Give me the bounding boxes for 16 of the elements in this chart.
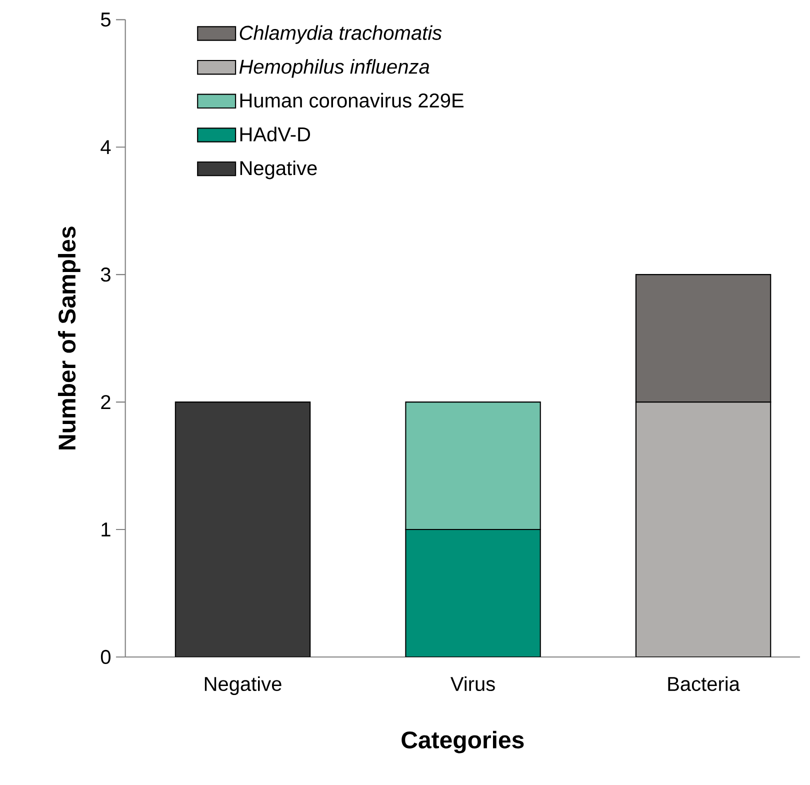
y-tick-label: 4	[100, 140, 111, 154]
legend-label: Hemophilus influenza	[239, 59, 430, 78]
x-tick-label: Virus	[450, 676, 495, 692]
x-axis-title: Categories	[402, 730, 524, 754]
y-tick-label: 5	[100, 12, 110, 27]
legend-label: Human coronavirus 229E	[240, 92, 464, 108]
legend-label: Negative	[240, 160, 317, 180]
y-tick-label: 2	[101, 395, 110, 410]
y-tick-label: 0	[100, 650, 110, 664]
x-tick-label: Negative	[204, 676, 282, 695]
y-tick-label: 1	[102, 522, 110, 536]
y-tick-label: 3	[100, 268, 110, 282]
y-axis-title: Number of Samples	[58, 226, 80, 450]
legend-label: HAdV-D	[240, 126, 310, 142]
legend-label: Chlamydia trachomatis	[240, 25, 442, 44]
x-tick-label: Bacteria	[668, 676, 740, 692]
